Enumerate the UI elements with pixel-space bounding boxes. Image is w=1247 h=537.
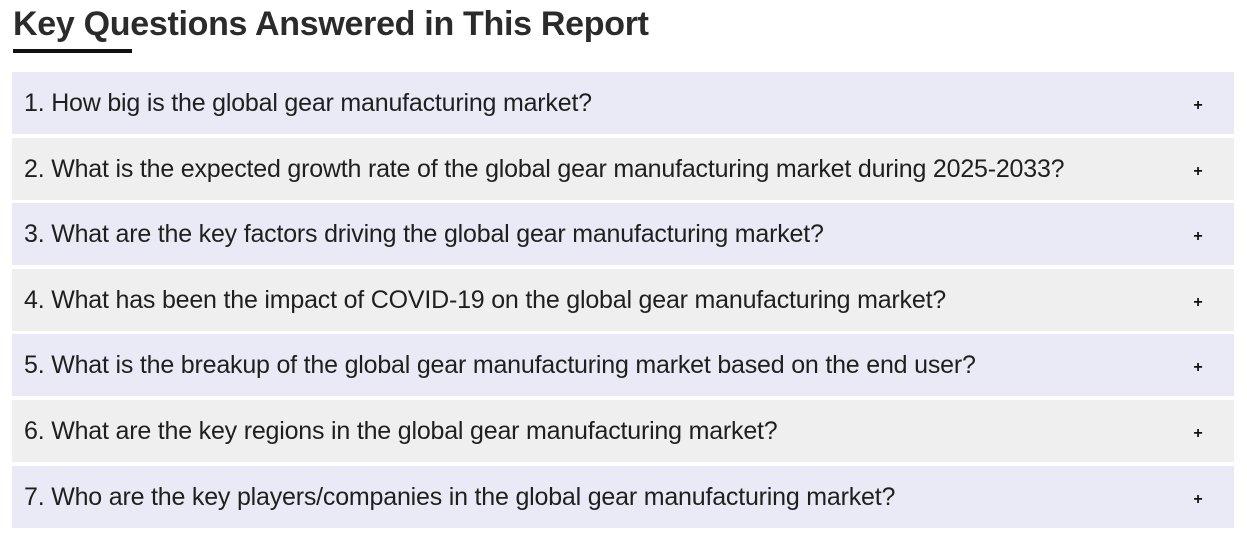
plus-icon[interactable]: + — [1193, 228, 1203, 246]
faq-question: 6. What are the key regions in the globa… — [24, 416, 778, 445]
faq-question: 3. What are the key factors driving the … — [24, 220, 824, 249]
faq-item-1[interactable]: 1. How big is the global gear manufactur… — [12, 72, 1234, 134]
faq-item-4[interactable]: 4. What has been the impact of COVID-19 … — [12, 268, 1234, 331]
faq-item-3[interactable]: 3. What are the key factors driving the … — [12, 203, 1234, 266]
faq-question: 4. What has been the impact of COVID-19 … — [24, 285, 947, 314]
faq-question: 1. How big is the global gear manufactur… — [24, 89, 592, 117]
plus-icon[interactable]: + — [1193, 359, 1203, 377]
faq-item-6[interactable]: 6. What are the key regions in the globa… — [12, 399, 1234, 462]
faq-item-7[interactable]: 7. Who are the key players/companies in … — [12, 465, 1234, 528]
title-underline — [13, 49, 132, 53]
plus-icon[interactable]: + — [1193, 97, 1203, 114]
plus-icon[interactable]: + — [1193, 424, 1203, 442]
faq-item-5[interactable]: 5. What is the breakup of the global gea… — [12, 334, 1234, 397]
section-title: Key Questions Answered in This Report — [13, 5, 649, 43]
plus-icon[interactable]: + — [1193, 293, 1203, 311]
faq-question: 7. Who are the key players/companies in … — [24, 482, 896, 511]
faq-accordion: 1. How big is the global gear manufactur… — [12, 72, 1234, 531]
faq-question: 5. What is the breakup of the global gea… — [24, 351, 976, 380]
plus-icon[interactable]: + — [1193, 490, 1203, 508]
faq-item-2[interactable]: 2. What is the expected growth rate of t… — [12, 137, 1234, 200]
faq-question: 2. What is the expected growth rate of t… — [24, 154, 1065, 183]
plus-icon[interactable]: + — [1193, 162, 1203, 180]
